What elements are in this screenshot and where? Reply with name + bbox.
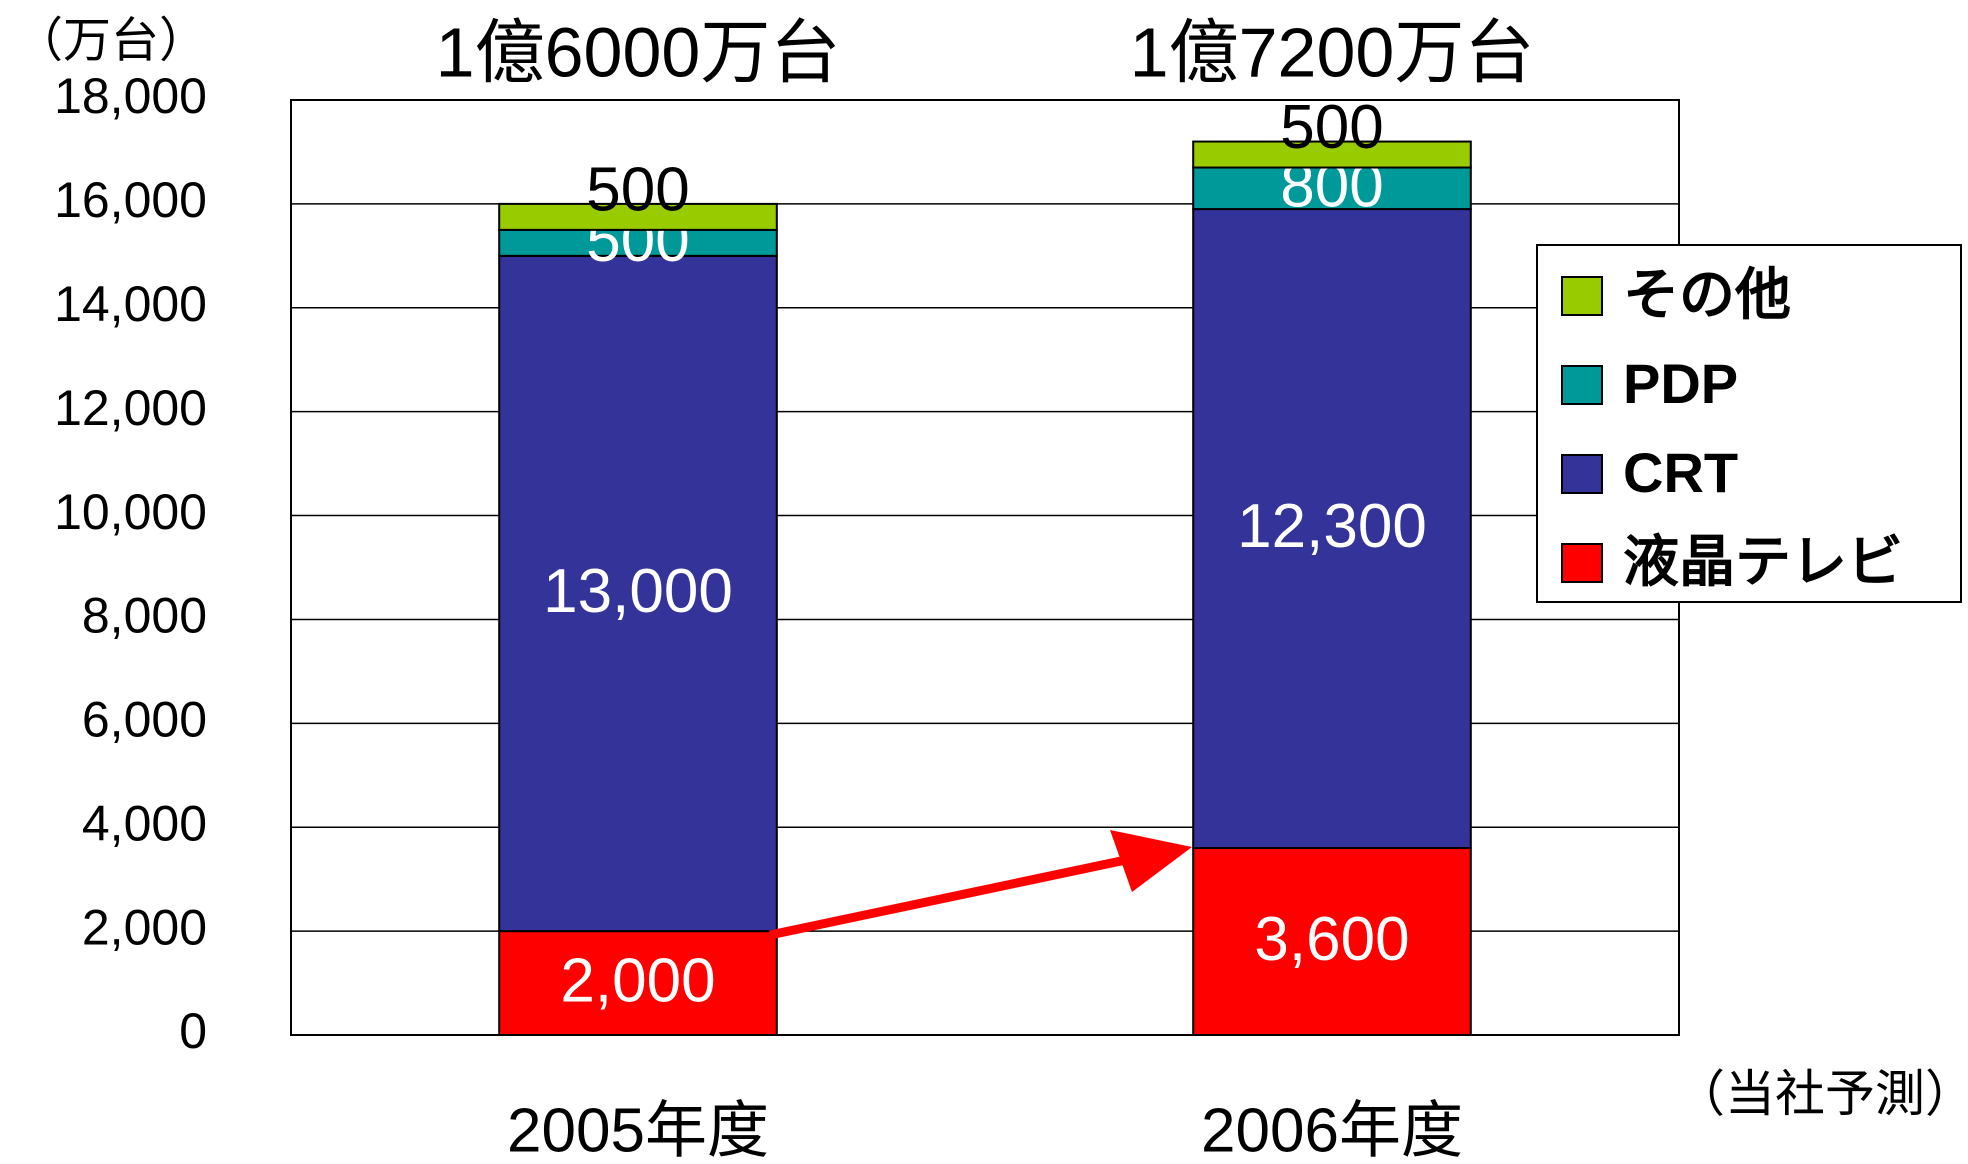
legend-swatch — [1561, 276, 1603, 316]
total-label: 1億7200万台 — [1130, 13, 1535, 91]
data-label: 500 — [1280, 93, 1383, 162]
data-label: 12,300 — [1237, 492, 1427, 561]
y-tick-label: 2,000 — [82, 899, 207, 955]
legend-label: 液晶テレビ — [1623, 530, 1903, 593]
legend-box — [1536, 244, 1962, 603]
y-tick-label: 6,000 — [82, 692, 207, 748]
y-tick-label: 18,000 — [54, 68, 207, 124]
bar-segment — [498, 930, 778, 1036]
legend-swatch — [1561, 454, 1603, 494]
data-label: 3,600 — [1254, 905, 1409, 974]
y-unit-label: （万台） — [15, 15, 207, 68]
y-tick-label: 14,000 — [54, 276, 207, 332]
bar-segment — [498, 202, 778, 231]
data-label: 13,000 — [543, 557, 733, 626]
data-label: 500 — [586, 155, 689, 224]
legend-label: CRT — [1623, 441, 1738, 504]
bar-segment — [1192, 140, 1472, 169]
legend-label: その他 — [1623, 263, 1791, 326]
legend-label: PDP — [1623, 352, 1738, 415]
bar-segment — [1192, 166, 1472, 211]
y-tick-label: 16,000 — [54, 172, 207, 228]
y-tick-label: 4,000 — [82, 795, 207, 851]
y-tick-label: 10,000 — [54, 484, 207, 540]
legend-swatch — [1561, 543, 1603, 583]
x-tick-label: 2006年度 — [1201, 1096, 1463, 1164]
legend-swatch — [1561, 365, 1603, 405]
data-label: 2,000 — [560, 946, 715, 1015]
arrow-head — [1110, 830, 1192, 892]
y-tick-label: 0 — [179, 1003, 207, 1059]
total-label: 1億6000万台 — [436, 13, 841, 91]
bar-segment — [498, 254, 778, 933]
y-tick-label: 12,000 — [54, 380, 207, 436]
arrow-shaft — [769, 852, 1141, 940]
bar-segment — [1192, 847, 1472, 1036]
x-tick-label: 2005年度 — [507, 1096, 769, 1164]
bar-segment — [1192, 208, 1472, 850]
note: （当社予測） — [1675, 1066, 1968, 1122]
y-tick-label: 8,000 — [82, 588, 207, 644]
bar-segment — [498, 228, 778, 257]
